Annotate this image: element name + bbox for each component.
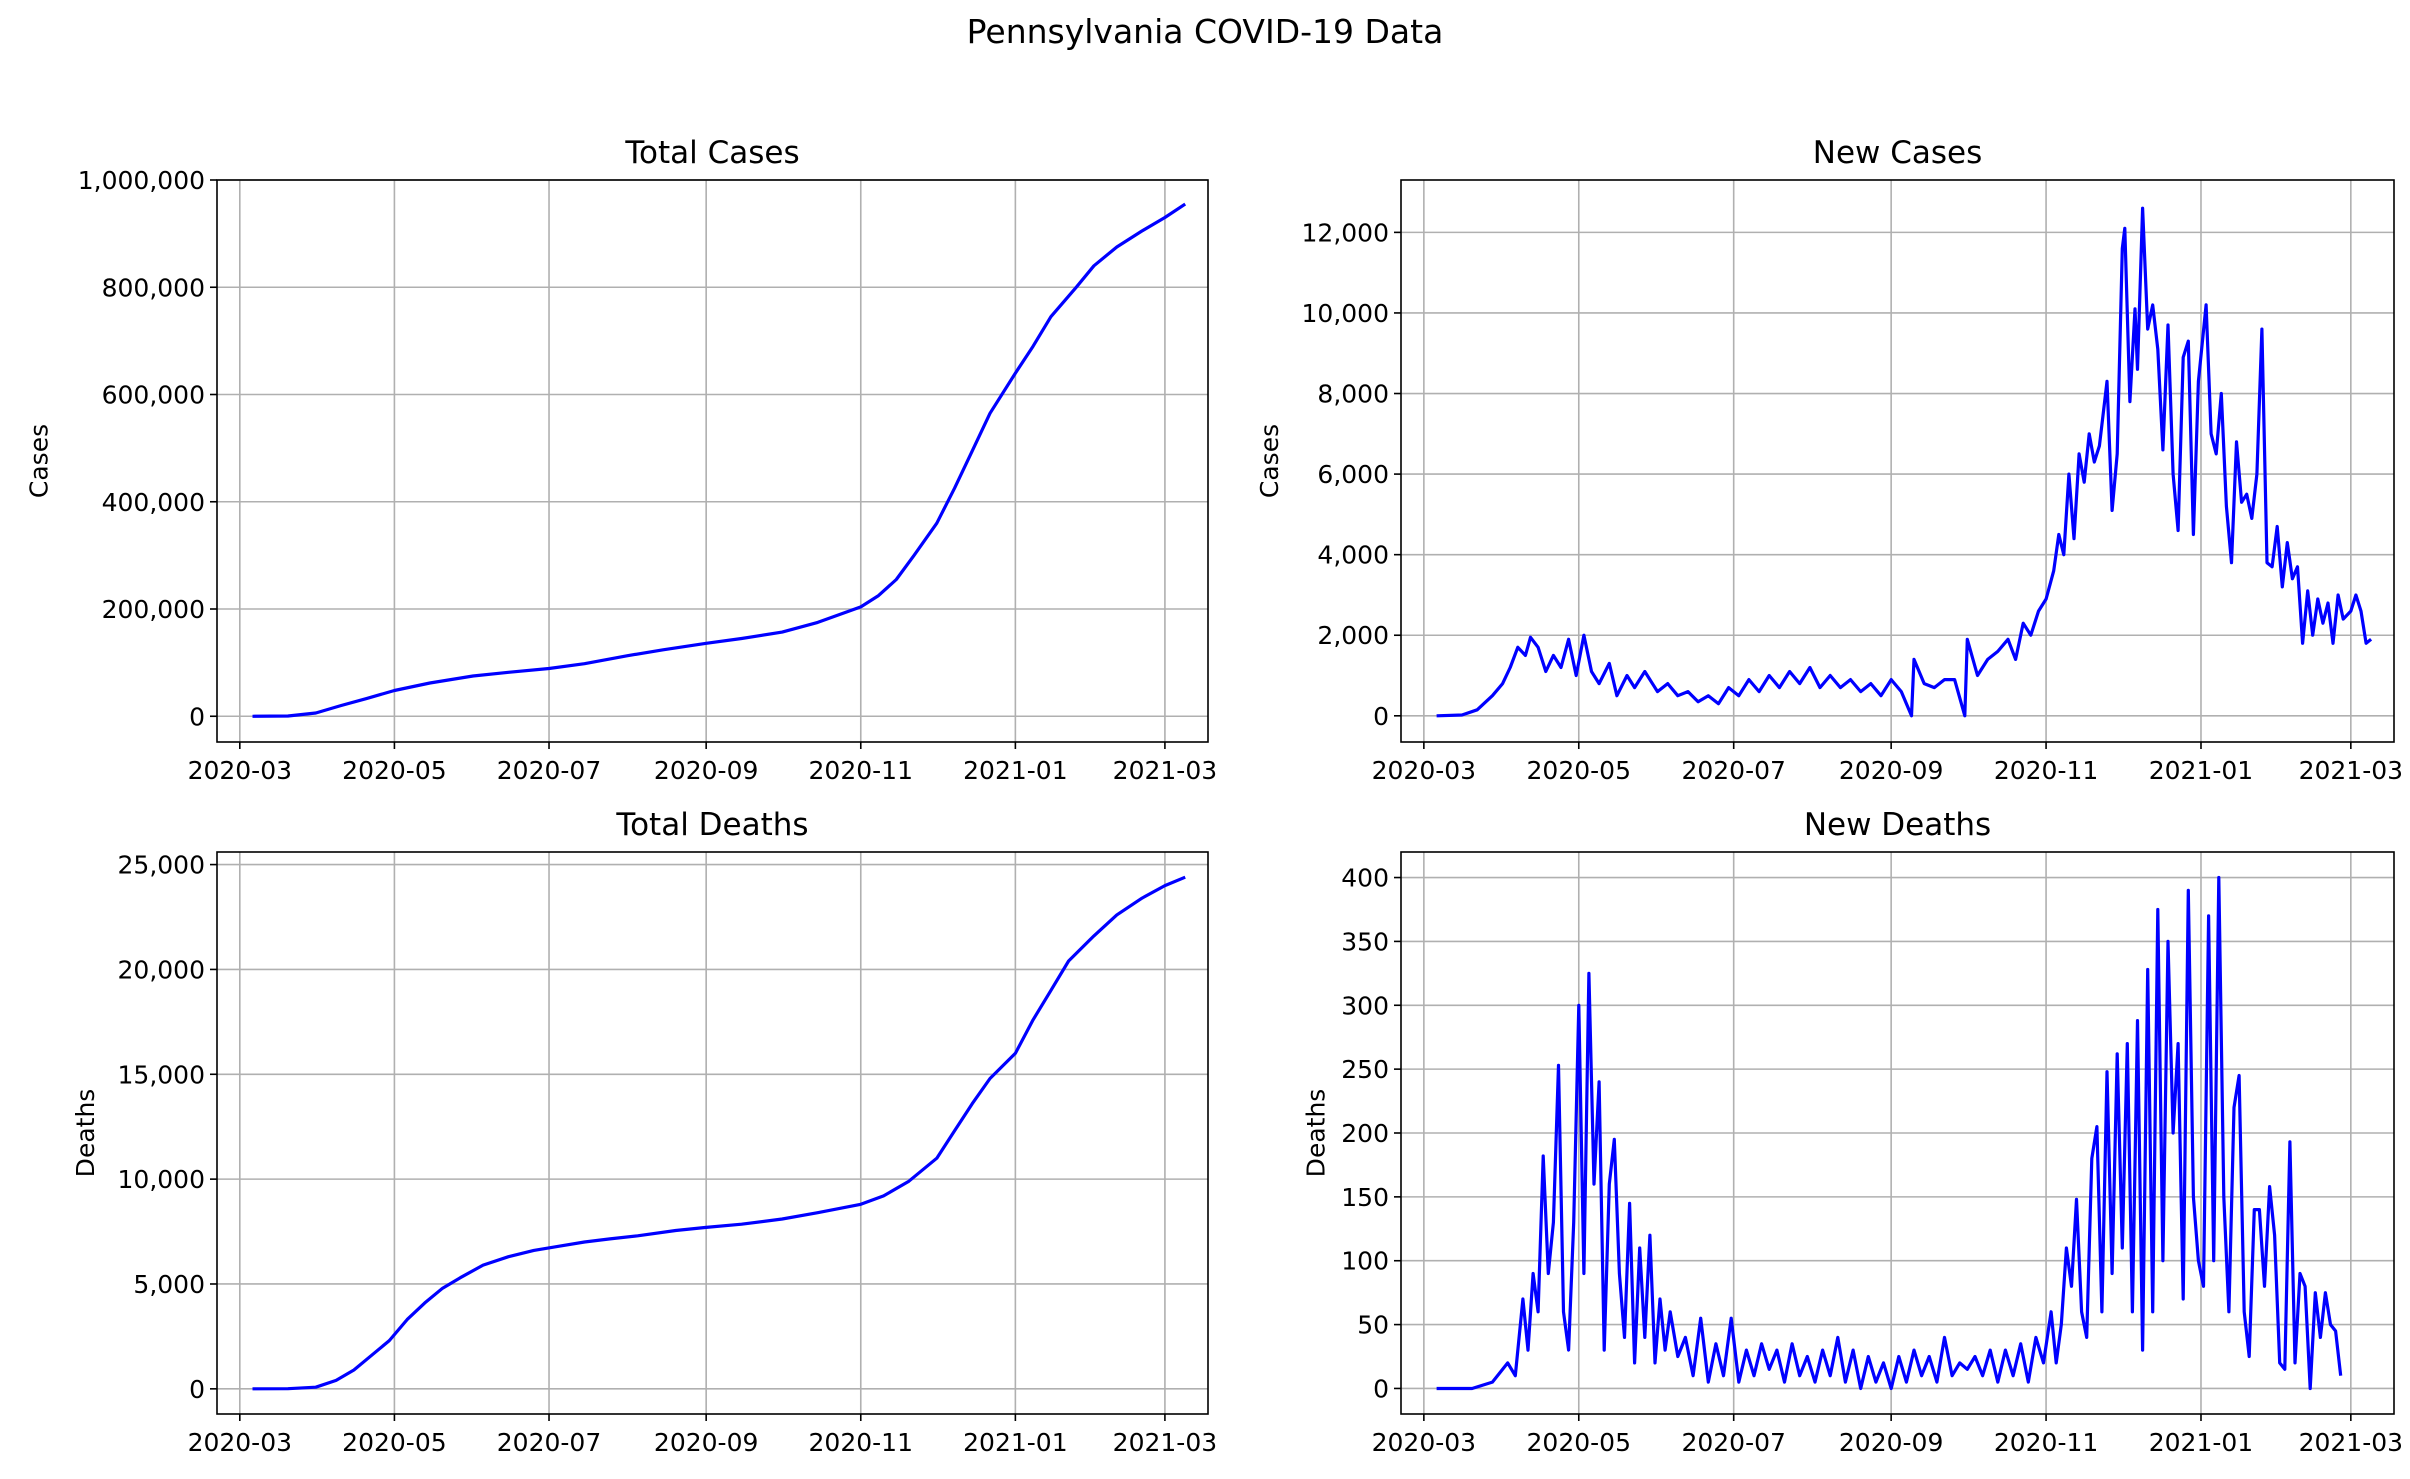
chart-new-cases: 2020-03 2020-05 2020-07 2020-09 2020-11 2021-… [1255, 135, 2403, 785]
y-tick-label: 0 [1373, 1374, 1389, 1403]
y-tick-label: 0 [189, 702, 205, 731]
y-tick-label: 8,000 [1317, 380, 1389, 409]
series-line-total-cases [252, 202, 1187, 718]
y-tick-label: 100 [1341, 1247, 1389, 1276]
y-tick-label: 20,000 [118, 955, 205, 984]
x-tick-label: 2020-09 [1839, 756, 1943, 785]
x-tick-label: 2021-01 [2149, 756, 2253, 785]
chart-total-deaths: 2020-03 2020-05 2020-07 2020-09 2020-11 2021-… [71, 807, 1217, 1457]
y-tick-label: 6,000 [1317, 460, 1389, 489]
y-tick-label: 350 [1341, 927, 1389, 956]
x-tick-label: 2021-03 [1113, 1428, 1217, 1457]
y-axis-label: Cases [25, 424, 54, 498]
series-line-new-cases [1436, 206, 2373, 718]
chart-title: Total Deaths [615, 807, 808, 843]
y-axis-label: Deaths [1302, 1089, 1331, 1178]
y-axis-label: Deaths [71, 1089, 100, 1178]
x-tick-label: 2020-09 [1839, 1428, 1943, 1457]
y-tick-label: 12,000 [1302, 218, 1389, 247]
x-tick-label: 2021-01 [2149, 1428, 2253, 1457]
x-tick-label: 2020-11 [1994, 1428, 2098, 1457]
y-tick-label: 15,000 [118, 1060, 205, 1089]
x-tick-label: 2020-03 [1372, 1428, 1476, 1457]
y-tick-label: 50 [1357, 1311, 1389, 1340]
y-tick-label: 2,000 [1317, 621, 1389, 650]
y-tick-label: 800,000 [102, 273, 205, 302]
x-tick-label: 2020-05 [342, 1428, 446, 1457]
y-tick-label: 400 [1341, 864, 1389, 893]
x-tick-label: 2020-11 [809, 756, 913, 785]
x-tick-label: 2020-11 [1994, 756, 2098, 785]
chart-title: New Cases [1813, 135, 1983, 171]
y-tick-label: 5,000 [133, 1270, 205, 1299]
chart-title: Total Cases [624, 135, 799, 171]
y-tick-label: 4,000 [1317, 541, 1389, 570]
x-tick-label: 2021-03 [2299, 756, 2403, 785]
x-tick-label: 2020-05 [1527, 1428, 1631, 1457]
y-tick-label: 0 [189, 1375, 205, 1404]
x-tick-label: 2021-01 [963, 1428, 1067, 1457]
axes-frame [1400, 179, 2395, 743]
chart-new-deaths: 2020-03 2020-05 2020-07 2020-09 2020-11 2021-… [1302, 807, 2404, 1457]
series-line-new-deaths [1436, 875, 2343, 1391]
x-tick-label: 2020-09 [654, 756, 758, 785]
y-tick-label: 300 [1341, 991, 1389, 1020]
chart-title: New Deaths [1804, 807, 1991, 843]
x-tick-label: 2020-07 [1681, 756, 1785, 785]
chart-total-cases: 2020-03 2020-05 2020-07 2020-09 2020-11 2021-… [25, 135, 1218, 785]
axes-frame [1400, 851, 2395, 1415]
x-tick-label: 2020-03 [188, 756, 292, 785]
y-tick-label: 25,000 [118, 851, 205, 880]
y-tick-label: 10,000 [1302, 299, 1389, 328]
x-tick-label: 2020-07 [1681, 1428, 1785, 1457]
x-tick-label: 2020-05 [1527, 756, 1631, 785]
x-tick-label: 2020-07 [497, 1428, 601, 1457]
series-line-total-deaths [252, 875, 1186, 1391]
x-tick-label: 2021-03 [2299, 1428, 2403, 1457]
y-tick-label: 1,000,000 [78, 166, 205, 195]
x-tick-label: 2020-07 [497, 756, 601, 785]
x-tick-label: 2021-01 [963, 756, 1067, 785]
x-tick-label: 2020-05 [342, 756, 446, 785]
y-tick-label: 250 [1341, 1055, 1389, 1084]
x-tick-label: 2020-11 [809, 1428, 913, 1457]
x-tick-label: 2020-09 [654, 1428, 758, 1457]
y-tick-label: 200,000 [102, 595, 205, 624]
y-tick-label: 600,000 [102, 381, 205, 410]
y-tick-label: 400,000 [102, 488, 205, 517]
y-tick-label: 10,000 [118, 1165, 205, 1194]
x-tick-label: 2021-03 [1113, 756, 1217, 785]
figure-title: Pennsylvania COVID-19 Data [966, 12, 1444, 51]
axes-frame [216, 179, 1209, 743]
axes-frame [216, 851, 1209, 1415]
y-axis-label: Cases [1255, 424, 1284, 498]
y-tick-label: 0 [1373, 702, 1389, 731]
y-tick-label: 150 [1341, 1183, 1389, 1212]
x-tick-label: 2020-03 [1372, 756, 1476, 785]
y-tick-label: 200 [1341, 1119, 1389, 1148]
x-tick-label: 2020-03 [188, 1428, 292, 1457]
